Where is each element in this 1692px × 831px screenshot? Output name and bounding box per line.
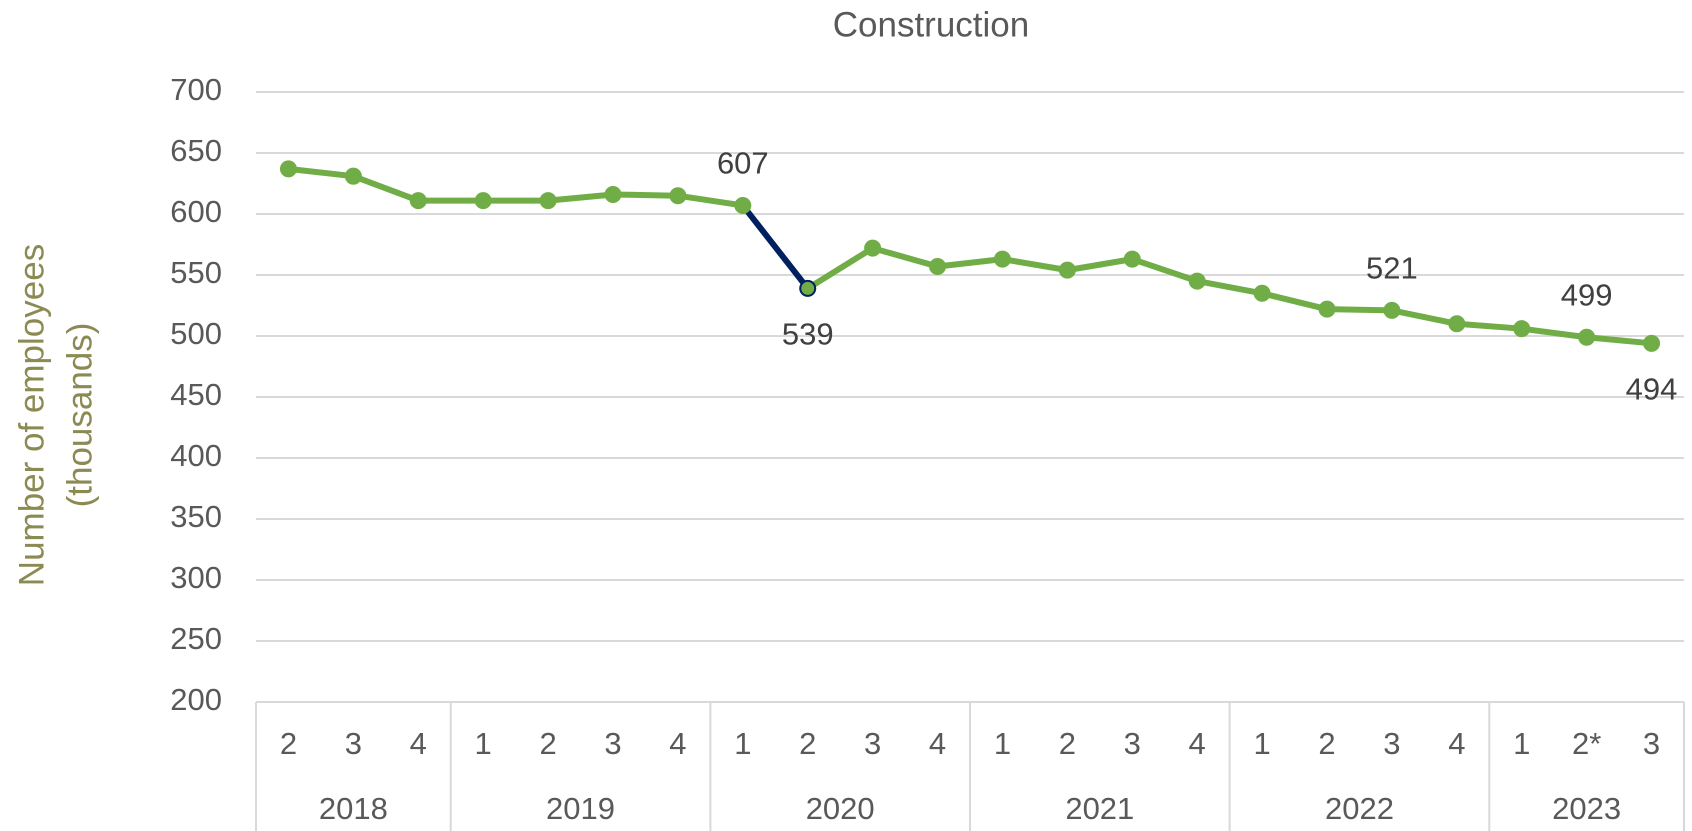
marker	[344, 167, 362, 185]
y-tick-label: 700	[170, 72, 222, 107]
marker	[1448, 315, 1466, 333]
marker	[799, 279, 817, 297]
marker	[1318, 300, 1336, 318]
data-label: 539	[782, 317, 834, 352]
line-segment	[285, 165, 357, 180]
y-tick-label: 300	[170, 560, 222, 595]
marker	[929, 257, 947, 275]
line-segment	[1583, 334, 1655, 347]
line-segment	[1064, 256, 1136, 274]
data-label: 607	[717, 146, 769, 181]
line-segment	[804, 245, 876, 292]
x-tick-label: 1	[475, 726, 492, 761]
line-segment	[1324, 306, 1395, 314]
x-tick-label: 3	[1643, 726, 1660, 761]
x-tick-label: 4	[410, 726, 427, 761]
x-tick-label: 1	[1253, 726, 1270, 761]
line-segment	[1259, 290, 1330, 313]
marker	[539, 192, 557, 210]
line-segment	[350, 173, 422, 204]
line-segment	[1518, 325, 1590, 341]
data-label: 521	[1366, 251, 1418, 286]
y-tick-label: 500	[170, 316, 222, 351]
y-tick-label: 250	[170, 621, 222, 656]
marker	[864, 239, 882, 257]
x-tick-label: 4	[929, 726, 946, 761]
line-segment	[934, 256, 1006, 270]
line-segment	[869, 245, 941, 270]
data-label: 499	[1561, 277, 1613, 312]
marker	[1188, 272, 1206, 290]
x-tick-label: 4	[1189, 726, 1206, 761]
x-tick-label: 2	[1059, 726, 1076, 761]
marker	[474, 192, 492, 210]
line-segment	[1453, 320, 1525, 332]
x-tick-label: 3	[1383, 726, 1400, 761]
y-tick-label: 350	[170, 499, 222, 534]
marker	[1383, 301, 1401, 319]
line-segment	[1129, 256, 1201, 285]
x-tick-label: 2	[280, 726, 297, 761]
y-tick-label: 600	[170, 194, 222, 229]
x-tick-label: 3	[604, 726, 621, 761]
x-tick-label: 1	[734, 726, 751, 761]
x-tick-label: 2*	[1572, 726, 1601, 761]
marker	[1253, 284, 1271, 302]
x-tick-label: 2	[539, 726, 556, 761]
chart-title: Construction	[833, 5, 1029, 44]
marker	[669, 187, 687, 205]
group-label: 2023	[1552, 791, 1621, 826]
line-segment	[674, 192, 746, 209]
marker	[409, 192, 427, 210]
y-tick-label: 650	[170, 133, 222, 168]
x-tick-label: 3	[864, 726, 881, 761]
x-tick-label: 3	[345, 726, 362, 761]
line-segment	[1194, 278, 1266, 297]
line-segment	[739, 202, 811, 292]
y-tick-label: 200	[170, 682, 222, 717]
x-tick-label: 4	[1448, 726, 1465, 761]
group-label: 2019	[546, 791, 615, 826]
line-segment	[1388, 307, 1460, 327]
y-tick-label: 400	[170, 438, 222, 473]
group-label: 2022	[1325, 791, 1394, 826]
y-axis-label: Number of employees	[12, 244, 51, 586]
marker	[1578, 328, 1596, 346]
x-tick-label: 2	[1318, 726, 1335, 761]
y-axis-label: (thousands)	[60, 323, 99, 508]
group-label: 2020	[806, 791, 875, 826]
group-label: 2018	[319, 791, 388, 826]
x-tick-label: 1	[1513, 726, 1530, 761]
x-tick-label: 1	[994, 726, 1011, 761]
marker	[1643, 334, 1661, 352]
x-tick-label: 3	[1124, 726, 1141, 761]
marker	[279, 160, 297, 178]
x-tick-label: 4	[669, 726, 686, 761]
marker	[1058, 261, 1076, 279]
line-segment	[999, 256, 1071, 274]
data-label: 494	[1626, 372, 1678, 407]
group-label: 2021	[1065, 791, 1134, 826]
y-tick-label: 450	[170, 377, 222, 412]
line-segment	[610, 191, 681, 199]
y-tick-label: 550	[170, 255, 222, 290]
marker	[734, 196, 752, 214]
x-tick-label: 2	[799, 726, 816, 761]
marker	[1123, 250, 1141, 268]
marker	[1513, 320, 1531, 338]
marker	[604, 185, 622, 203]
marker	[993, 250, 1011, 268]
line-segment	[545, 191, 616, 204]
